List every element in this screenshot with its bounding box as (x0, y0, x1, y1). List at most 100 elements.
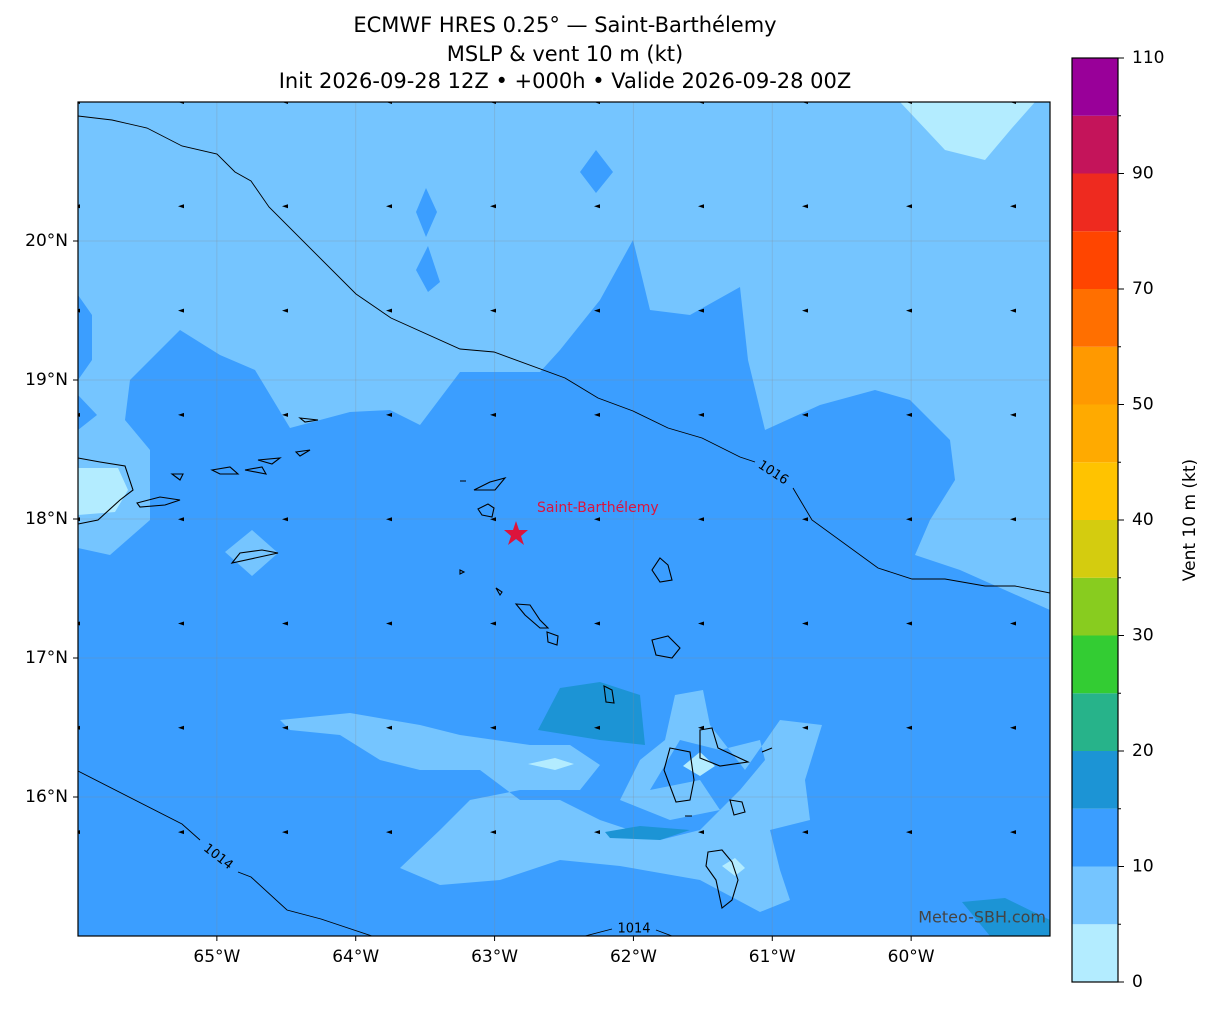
barb (386, 621, 392, 626)
barb (802, 204, 808, 209)
colorbar-tick-label: 10 (1132, 857, 1154, 877)
colorbar-band (1072, 924, 1118, 982)
colorbar-band (1072, 404, 1118, 463)
barb (386, 517, 392, 522)
barb (1010, 517, 1016, 522)
barb (490, 830, 496, 835)
barb (1010, 621, 1016, 626)
y-tick-label: 16°N (25, 787, 68, 807)
title-line: Init 2026-09-28 12Z • +000h • Valide 202… (279, 69, 852, 93)
colorbar-tick-label: 20 (1132, 741, 1154, 761)
map: 1016 1014 1014 Saint-Barthélemy Meteo-SB… (78, 102, 1050, 937)
barb (386, 830, 392, 835)
barb (906, 204, 912, 209)
barb (490, 308, 496, 313)
barb (1010, 204, 1016, 209)
barb (282, 204, 288, 209)
colorbar-band (1072, 577, 1118, 636)
colorbar-band (1072, 58, 1118, 116)
barb (178, 517, 184, 522)
barb (178, 204, 184, 209)
barb (282, 830, 288, 835)
barb (698, 204, 704, 209)
barb (282, 621, 288, 626)
wind-field (538, 682, 1050, 936)
wind-field (280, 690, 822, 912)
barb (802, 830, 808, 835)
colorbar-band (1072, 866, 1118, 925)
wind-field (528, 752, 745, 876)
barb (178, 308, 184, 313)
barb (78, 412, 80, 417)
wind-field (225, 530, 278, 576)
colorbar-label: Vent 10 m (kt) (1180, 459, 1200, 581)
barb (906, 308, 912, 313)
isobar (584, 928, 673, 936)
barb (698, 830, 704, 835)
x-tick-label: 65°W (193, 947, 240, 967)
wind-field (416, 150, 613, 292)
colorbar-band (1072, 289, 1118, 347)
barb (386, 412, 392, 417)
y-tick-label: 17°N (25, 648, 68, 668)
barb (386, 725, 392, 730)
colorbar-band (1072, 808, 1118, 867)
barb (802, 621, 808, 626)
barb (698, 621, 704, 626)
barb (490, 725, 496, 730)
barb (906, 517, 912, 522)
colorbar-band (1072, 520, 1118, 578)
barb (1010, 412, 1016, 417)
barb (594, 517, 600, 522)
barb (386, 204, 392, 209)
barb (698, 725, 704, 730)
title-line: ECMWF HRES 0.25° — Saint-Barthélemy (353, 13, 776, 37)
barb (78, 830, 80, 835)
barb (802, 517, 808, 522)
barb (490, 621, 496, 626)
barb (78, 621, 80, 626)
barb (698, 517, 704, 522)
colorbar-tick-label: 70 (1132, 279, 1154, 299)
x-tick-label: 64°W (332, 947, 379, 967)
barb (282, 725, 288, 730)
barb (802, 308, 808, 313)
barb (906, 830, 912, 835)
wind-barbs (78, 102, 1016, 835)
barb (490, 204, 496, 209)
colorbar-tick-label: 50 (1132, 395, 1154, 415)
colorbar-tick-label: 110 (1132, 48, 1164, 68)
title-line: MSLP & vent 10 m (kt) (447, 42, 683, 66)
x-tick-label: 62°W (610, 947, 657, 967)
barb (594, 204, 600, 209)
barb (78, 204, 80, 209)
colorbar-band (1072, 173, 1118, 232)
barb (386, 308, 392, 313)
barb (1010, 308, 1016, 313)
colorbar-band (1072, 751, 1118, 809)
colorbar-band (1072, 635, 1118, 694)
station-label: Saint-Barthélemy (537, 500, 659, 516)
colorbar-tick-label: 40 (1132, 510, 1154, 530)
x-tick-label: 60°W (888, 947, 935, 967)
isobar-label: 1014 (617, 922, 650, 937)
isobar (78, 770, 373, 936)
y-tick-label: 18°N (25, 509, 68, 529)
colorbar-band (1072, 231, 1118, 289)
barb (698, 308, 704, 313)
barb (594, 725, 600, 730)
barb (490, 412, 496, 417)
coastlines (78, 417, 773, 909)
barb (78, 308, 80, 313)
barb (802, 412, 808, 417)
barb (282, 308, 288, 313)
barb (906, 725, 912, 730)
colorbar-band (1072, 462, 1118, 520)
barb (1010, 725, 1016, 730)
barb (594, 412, 600, 417)
isobar (78, 115, 1050, 594)
barb (282, 412, 288, 417)
barb (1010, 830, 1016, 835)
colorbar-tick-label: 0 (1132, 972, 1143, 992)
